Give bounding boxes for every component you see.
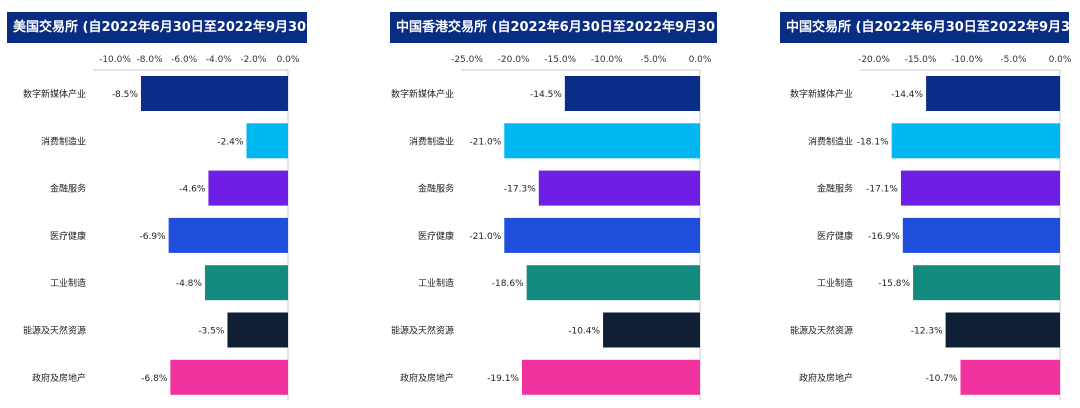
value-label: -10.7%: [926, 374, 958, 384]
tick-label: 0.0%: [277, 55, 300, 65]
bar: [140, 76, 288, 111]
category-label: 金融服务: [817, 183, 853, 195]
value-label: -21.0%: [469, 232, 501, 242]
tick-label: -10.0%: [99, 55, 131, 65]
tick-label: -10.0%: [951, 55, 983, 65]
category-label: 能源及天然资源: [391, 325, 454, 337]
category-label: 工业制造: [50, 277, 86, 289]
value-label: -17.1%: [866, 185, 898, 195]
category-label: 政府及房地产: [799, 372, 853, 384]
tick-label: -5.0%: [640, 55, 667, 65]
value-label: -10.4%: [568, 327, 600, 337]
value-label: -4.6%: [179, 185, 206, 195]
category-label: 数字新媒体产业: [391, 88, 454, 100]
value-label: -12.3%: [911, 327, 943, 337]
bar: [170, 359, 288, 395]
bar: [945, 312, 1060, 348]
value-label: -14.5%: [530, 90, 562, 100]
tick-label: -20.0%: [498, 55, 530, 65]
bar: [204, 265, 288, 301]
tick-label: -2.0%: [240, 55, 267, 65]
value-label: -15.8%: [878, 279, 910, 289]
category-label: 医疗健康: [50, 230, 86, 242]
value-label: -21.0%: [469, 137, 501, 147]
category-label: 消费制造业: [41, 135, 86, 147]
value-label: -4.8%: [176, 279, 203, 289]
tick-label: -4.0%: [206, 55, 233, 65]
category-label: 消费制造业: [409, 135, 454, 147]
value-label: -6.9%: [140, 232, 167, 242]
category-label: 政府及房地产: [32, 372, 86, 384]
bar: [526, 265, 700, 301]
value-label: -6.8%: [141, 374, 168, 384]
value-label: -19.1%: [487, 374, 519, 384]
tick-label: -10.0%: [591, 55, 623, 65]
category-label: 能源及天然资源: [790, 325, 853, 337]
bar: [564, 76, 700, 111]
tick-label: -5.0%: [1000, 55, 1027, 65]
category-label: 政府及房地产: [400, 372, 454, 384]
chart-title-cn: 中国交易所 (自2022年6月30日至2022年9月30日): [780, 12, 1080, 43]
tick-label: -6.0%: [171, 55, 198, 65]
bar: [504, 217, 700, 253]
bar: [504, 123, 700, 159]
tick-label: -15.0%: [544, 55, 576, 65]
value-label: -17.3%: [504, 185, 536, 195]
chart-title-us: 美国交易所 (自2022年6月30日至2022年9月30日): [7, 12, 325, 43]
category-label: 数字新媒体产业: [23, 88, 86, 100]
category-label: 金融服务: [418, 183, 454, 195]
value-label: -14.4%: [891, 90, 923, 100]
value-label: -2.4%: [217, 137, 244, 147]
category-label: 工业制造: [418, 277, 454, 289]
value-label: -18.6%: [492, 279, 524, 289]
bar: [902, 217, 1060, 253]
chart-title-hk: 中国香港交易所 (自2022年6月30日至2022年9月30日): [390, 12, 734, 43]
tick-label: -25.0%: [451, 55, 483, 65]
value-label: -18.1%: [857, 137, 889, 147]
value-label: -8.5%: [112, 90, 139, 100]
category-label: 能源及天然资源: [23, 325, 86, 337]
bar: [900, 170, 1060, 206]
bar: [208, 170, 288, 206]
tick-label: -8.0%: [137, 55, 164, 65]
category-label: 数字新媒体产业: [790, 88, 853, 100]
category-label: 医疗健康: [418, 230, 454, 242]
tick-label: -20.0%: [858, 55, 890, 65]
tick-label: -15.0%: [905, 55, 937, 65]
category-label: 工业制造: [817, 277, 853, 289]
category-label: 金融服务: [50, 183, 86, 195]
category-label: 医疗健康: [817, 230, 853, 242]
bar: [227, 312, 288, 348]
tick-label: 0.0%: [689, 55, 712, 65]
value-label: -16.9%: [868, 232, 900, 242]
bar: [538, 170, 700, 206]
bar: [168, 217, 288, 253]
bar: [603, 312, 700, 348]
value-label: -3.5%: [198, 327, 225, 337]
bar: [913, 265, 1060, 301]
bar: [926, 76, 1060, 111]
bar: [521, 359, 700, 395]
bar: [891, 123, 1060, 159]
bar: [246, 123, 288, 159]
bar: [960, 359, 1060, 395]
tick-label: 0.0%: [1049, 55, 1072, 65]
category-label: 消费制造业: [808, 135, 853, 147]
